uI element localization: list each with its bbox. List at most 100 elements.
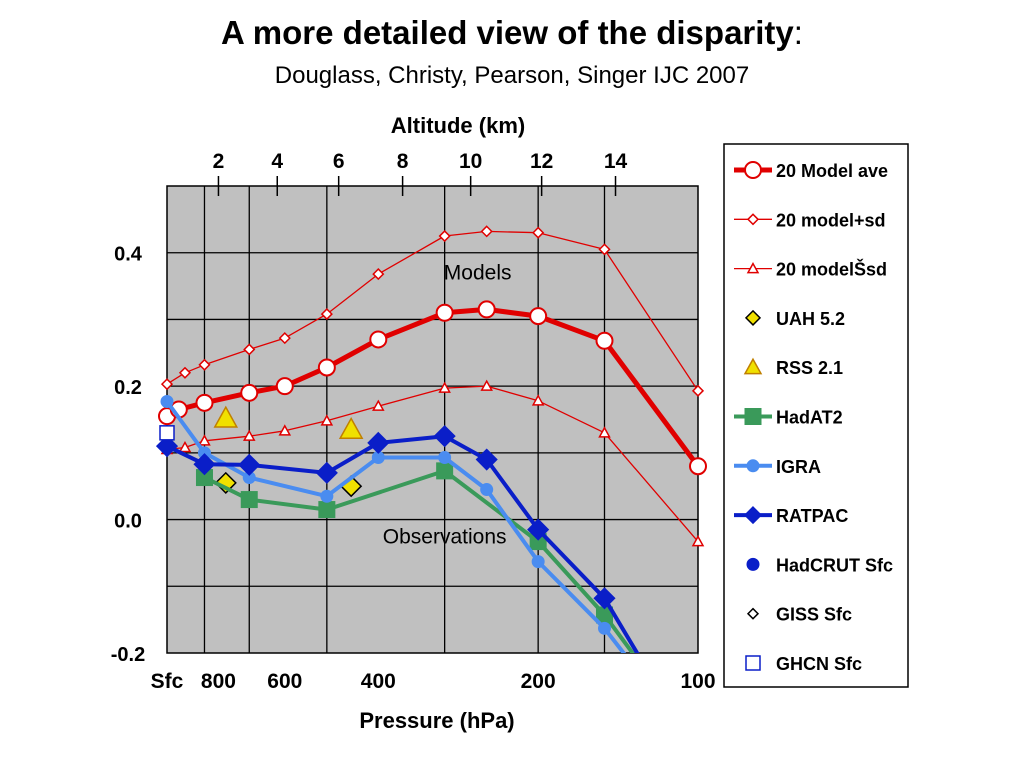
data-point-20-model-ave [477, 300, 496, 319]
data-point-ratpac [315, 461, 338, 484]
data-point-20-model-sd [243, 343, 256, 356]
y-tick-label: 0.4 [114, 244, 143, 266]
data-point-ratpac [527, 518, 550, 541]
legend-marker-hadat2 [744, 408, 762, 425]
legend-marker-rss-2-1 [743, 357, 763, 375]
data-point-20-model-sd [531, 394, 545, 406]
legend-label-ratpac: RATPAC [776, 506, 848, 526]
top-axis-label: Altitude (km) [391, 113, 525, 138]
top-tick-label: 6 [333, 150, 345, 173]
legend-label-igra: IGRA [776, 457, 821, 477]
x-axis-label: Pressure (hPa) [359, 708, 514, 733]
top-tick-label: 4 [271, 150, 283, 173]
data-point-20-model-sd [480, 379, 493, 391]
annotation-observations: Observations [383, 525, 507, 548]
data-point-hadat2 [318, 501, 336, 519]
x-tick-label: 100 [680, 670, 715, 693]
legend-marker-giss-sfc [746, 607, 760, 620]
data-point-20-model-ave [317, 358, 336, 377]
x-tick-label: 200 [521, 670, 556, 693]
legend-label-giss-sfc: GISS Sfc [776, 605, 852, 625]
legend-marker-igra [746, 459, 760, 473]
x-tick-label: 400 [361, 670, 396, 693]
data-point-20-model-sd [438, 381, 451, 393]
data-point-hadat2 [436, 462, 454, 480]
slide-title-bold: A more detailed view of the disparity [221, 14, 794, 51]
data-point-20-model-sd [598, 426, 611, 438]
data-point-igra [531, 555, 545, 569]
series-rss-2-1 [213, 405, 364, 440]
series-ghcn-sfc [159, 425, 175, 441]
series-line-ratpac [166, 434, 640, 653]
data-point-20-model-sd [160, 378, 174, 391]
data-point-20-model-sd [178, 366, 192, 379]
data-point-uah-5-2 [214, 471, 237, 494]
x-tick-label: Sfc [151, 670, 184, 693]
slide-title-colon: : [793, 14, 803, 51]
data-point-20-model-sd [320, 308, 333, 321]
legend-label-ghcn-sfc: GHCN Sfc [776, 654, 862, 674]
data-point-ratpac [238, 453, 261, 476]
data-point-20-model-ave [369, 330, 388, 349]
data-point-igra [438, 451, 452, 465]
top-tick-label: 14 [604, 150, 628, 173]
data-point-ratpac [367, 431, 390, 454]
y-tick-label: 0.0 [114, 511, 142, 533]
legend-marker-hadcrut-sfc [746, 557, 760, 571]
y-tick-label: -0.2 [111, 644, 145, 666]
top-tick-label: 8 [397, 150, 409, 173]
data-point-20-model-sd [278, 424, 292, 436]
data-point-igra [480, 483, 494, 497]
data-point-hadat2 [240, 491, 258, 509]
data-point-20-model-sd [178, 440, 192, 453]
data-point-20-model-sd [372, 399, 385, 411]
data-point-ratpac [433, 425, 456, 448]
series-ratpac [155, 425, 640, 653]
data-point-20-model-sd [438, 229, 451, 243]
y-tick-label: 0.2 [114, 377, 142, 399]
data-point-20-model-sd [598, 243, 611, 256]
top-tick-label: 2 [213, 150, 225, 173]
data-point-20-model-sd [198, 358, 211, 371]
legend-label-20-model-ave: 20 Model ave [776, 161, 888, 181]
data-point-20-model-sd [198, 434, 211, 446]
top-tick-label: 12 [530, 150, 553, 173]
legend-marker-20-model-sd [746, 262, 760, 274]
data-point-20-model-ave [595, 331, 614, 350]
data-point-ratpac [593, 587, 616, 610]
annotation-models: Models [444, 262, 512, 285]
legend-label-hadcrut-sfc: HadCRUT Sfc [776, 555, 893, 575]
legend-marker-20-model-sd [746, 213, 760, 226]
legend-label-hadat2: HadAT2 [776, 408, 843, 428]
data-point-ratpac [475, 448, 498, 471]
legend-marker-uah-5-2 [744, 309, 762, 326]
legend-label-20-model-sd: 20 modelŠsd [776, 259, 887, 280]
data-point-20-model-sd [242, 429, 256, 441]
top-tick-label: 10 [459, 150, 482, 173]
legend-label-20-model-sd: 20 model+sd [776, 210, 886, 230]
data-point-20-model-sd [532, 226, 545, 239]
series-20-model-sd [160, 225, 705, 397]
data-point-ratpac [155, 435, 179, 458]
legend-label-uah-5-2: UAH 5.2 [776, 309, 845, 329]
slide-title: A more detailed view of the disparity: [0, 14, 1024, 52]
data-point-rss-2-1 [338, 416, 364, 440]
data-point-rss-2-1 [213, 405, 239, 428]
data-point-20-model-sd [320, 414, 334, 426]
data-point-20-model-ave [529, 307, 548, 326]
legend-marker-20-model-ave [744, 161, 762, 179]
data-point-20-model-ave [240, 383, 259, 402]
legend-label-rss-2-1: RSS 2.1 [776, 358, 843, 378]
data-point-igra [597, 621, 611, 635]
data-point-20-model-sd [691, 384, 705, 397]
slide-subtitle: Douglass, Christy, Pearson, Singer IJC 2… [274, 62, 750, 89]
legend-marker-ratpac [743, 506, 763, 525]
data-point-20-model-ave [195, 393, 214, 412]
data-point-20-model-ave [435, 303, 454, 322]
data-point-20-model-ave [689, 457, 707, 476]
data-point-igra [160, 394, 174, 408]
x-tick-label: 800 [201, 670, 236, 693]
data-point-ratpac [193, 453, 216, 476]
data-point-20-model-sd [372, 268, 385, 281]
